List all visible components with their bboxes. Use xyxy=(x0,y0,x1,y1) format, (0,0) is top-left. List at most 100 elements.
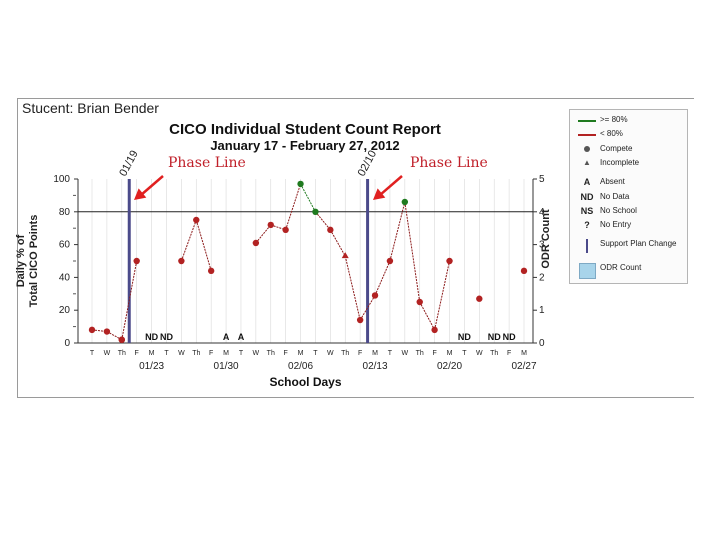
legend-item: ND No Data xyxy=(570,192,687,204)
y2-tick-label: 2 xyxy=(539,272,545,283)
support-plan-change-date: 01/19 xyxy=(117,148,141,178)
data-point xyxy=(386,257,394,265)
x-date-label: 01/23 xyxy=(139,361,164,372)
legend-item: >= 80% xyxy=(570,115,687,127)
red-line-icon xyxy=(576,129,598,138)
day-marker-nd: ND xyxy=(458,332,471,342)
x-date-label: 02/13 xyxy=(363,361,388,372)
series-segment xyxy=(374,260,391,296)
legend-item: Support Plan Change xyxy=(570,239,687,253)
legend-item: ? No Entry xyxy=(570,220,687,232)
legend-label: No Entry xyxy=(600,220,632,229)
legend-item: < 80% xyxy=(570,129,687,141)
y-tick-label: 20 xyxy=(59,305,71,316)
data-point xyxy=(297,180,304,188)
y-tick-label: 60 xyxy=(59,240,71,251)
y2-tick-label: 3 xyxy=(539,240,545,251)
x-day-label: F xyxy=(358,350,362,357)
data-point xyxy=(446,257,453,265)
x-day-label: T xyxy=(164,350,169,357)
x-day-label: T xyxy=(462,350,467,357)
data-point xyxy=(282,226,289,234)
x-day-label: F xyxy=(432,350,436,357)
day-marker-a: A xyxy=(223,332,230,342)
x-day-label: M xyxy=(521,350,527,357)
data-point xyxy=(356,316,364,324)
x-day-label: F xyxy=(135,350,139,357)
box-icon xyxy=(576,263,598,281)
series-segment xyxy=(180,219,197,262)
y2-tick-label: 0 xyxy=(539,338,545,349)
triangle-icon: ▲ xyxy=(583,158,591,167)
series-segment xyxy=(195,219,212,271)
legend-label: Absent xyxy=(600,177,625,186)
x-day-label: Th xyxy=(490,350,498,357)
phase-arrow-head xyxy=(134,188,147,200)
series-segment xyxy=(344,255,361,321)
x-day-label: W xyxy=(402,350,409,357)
report-title: CICO Individual Student Count Report xyxy=(169,121,441,138)
data-point xyxy=(207,267,215,275)
series-segment xyxy=(329,229,346,257)
legend-symbol: ND xyxy=(580,192,594,202)
y2-tick-label: 5 xyxy=(539,174,545,185)
series-segment xyxy=(121,260,138,340)
y2-tick-label: 1 xyxy=(539,305,545,316)
x-date-label: 01/30 xyxy=(214,361,239,372)
legend-label: Compete xyxy=(600,144,633,153)
data-point xyxy=(431,326,438,334)
data-point xyxy=(520,267,528,275)
y-tick-label: 100 xyxy=(53,174,70,185)
x-date-label: 02/20 xyxy=(437,361,462,372)
x-day-label: Th xyxy=(416,350,424,357)
x-day-label: T xyxy=(388,350,393,357)
phase-arrow-shaft xyxy=(379,175,403,196)
legend-item: A Absent xyxy=(570,177,687,189)
day-marker-nd: ND xyxy=(503,332,516,342)
phase-line-label-1: Phase Line xyxy=(168,155,246,171)
legend-symbol: NS xyxy=(580,206,594,216)
data-point xyxy=(133,257,140,265)
x-day-label: W xyxy=(327,350,334,357)
x-day-label: W xyxy=(253,350,260,357)
day-marker-a: A xyxy=(238,332,245,342)
x-day-label: M xyxy=(372,350,378,357)
x-day-label: Th xyxy=(341,350,349,357)
legend-label: No Data xyxy=(600,192,630,201)
legend-label: ODR Count xyxy=(600,263,642,272)
y-tick-label: 40 xyxy=(59,272,71,283)
data-point xyxy=(416,298,423,306)
data-point xyxy=(476,295,483,302)
data-point xyxy=(327,226,334,234)
x-day-label: M xyxy=(149,350,155,357)
legend-item: NS No School xyxy=(570,206,687,218)
series-segment xyxy=(300,183,316,213)
legend-item: ODR Count xyxy=(570,263,687,279)
x-day-label: W xyxy=(178,350,185,357)
x-day-label: M xyxy=(447,350,453,357)
x-date-label: 02/27 xyxy=(511,361,536,372)
x-day-label: Th xyxy=(267,350,275,357)
series-segment xyxy=(315,211,331,231)
legend-label: No School xyxy=(600,206,637,215)
x-day-label: M xyxy=(298,350,304,357)
dot-icon xyxy=(576,144,598,154)
legend-item: Compete xyxy=(570,144,687,156)
legend-label: Support Plan Change xyxy=(600,239,677,248)
phase-line-label-2: Phase Line xyxy=(410,155,488,171)
bar-icon xyxy=(576,239,598,255)
x-day-label: W xyxy=(104,350,111,357)
y-tick-label: 0 xyxy=(64,338,70,349)
x-day-label: F xyxy=(209,350,213,357)
x-day-label: T xyxy=(239,350,244,357)
data-point xyxy=(88,326,96,334)
data-point xyxy=(178,257,185,265)
x-date-label: 02/06 xyxy=(288,361,313,372)
x-day-label: F xyxy=(507,350,511,357)
legend-symbol: A xyxy=(583,177,591,187)
x-day-label: Th xyxy=(118,350,126,357)
data-point xyxy=(401,198,409,206)
chart-legend: >= 80% < 80% Compete ▲ Incomplete A Absent ND No… xyxy=(569,109,688,284)
data-point xyxy=(267,221,274,229)
